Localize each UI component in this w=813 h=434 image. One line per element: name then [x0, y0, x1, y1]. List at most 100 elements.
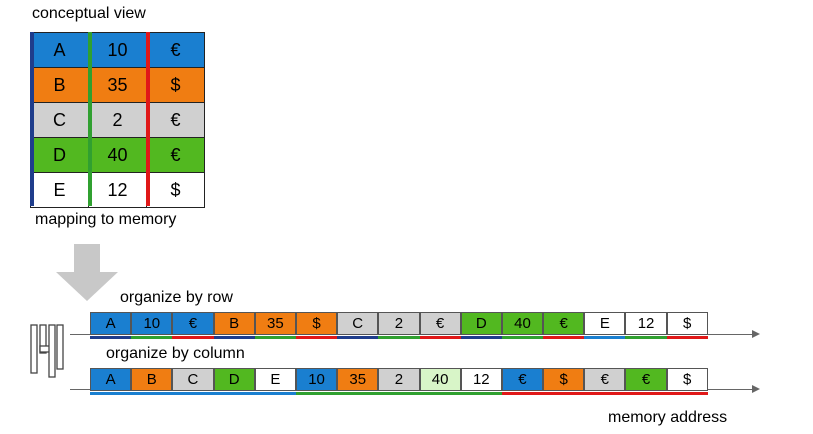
table-cell: € [146, 32, 205, 68]
memory-cell-value: 10 [143, 315, 161, 332]
table-row: E 12 $ [30, 172, 205, 208]
memory-cell: € [172, 312, 214, 339]
memory-cell-underline [584, 336, 626, 339]
memory-cell-value: A [105, 315, 116, 332]
memory-cell-underline [584, 392, 626, 395]
memory-cell: E [254, 368, 296, 395]
table-row: A 10 € [30, 32, 205, 68]
table-cell: E [30, 172, 89, 208]
memory-cell-underline [666, 392, 708, 395]
memory-cell: € [501, 368, 544, 395]
memory-cell: $ [666, 312, 708, 339]
table-cell: 35 [88, 67, 147, 103]
memory-cell: 10 [295, 368, 338, 395]
memory-cell: C [337, 312, 379, 339]
memory-cell: D [460, 312, 502, 339]
memory-cell-underline [337, 392, 379, 395]
memory-cell-value: € [435, 315, 445, 332]
memory-cell-underline [378, 336, 420, 339]
memory-cell-value: D [228, 371, 240, 388]
memory-cell-value: 10 [308, 371, 325, 388]
memory-cell-underline [295, 336, 338, 339]
memory-cell: 40 [501, 312, 544, 339]
memory-address-label: memory address [608, 409, 728, 426]
column-3-line [146, 32, 150, 206]
table-row: B 35 $ [30, 67, 205, 103]
memory-cell: 2 [378, 368, 420, 395]
memory-cell-value: € [600, 371, 610, 388]
mapping-label: mapping to memory [35, 211, 177, 228]
column-2-line [88, 32, 92, 206]
memory-cell: A [90, 312, 132, 339]
memory-cell: C [172, 368, 214, 395]
table-row: C 2 € [30, 102, 205, 138]
organize-by-row-label: organize by row [120, 289, 233, 306]
memory-cell-underline [460, 392, 502, 395]
memory-cell-underline [337, 336, 379, 339]
memory-cell-value: B [229, 315, 240, 332]
table-cell: € [146, 137, 205, 173]
table-cell: € [146, 102, 205, 138]
memory-cell: 35 [254, 312, 296, 339]
memory-cell-underline [172, 336, 214, 339]
memory-cell-underline [254, 336, 296, 339]
memory-cell-value: 40 [431, 371, 449, 388]
memory-cell-underline [378, 392, 420, 395]
memory-cell-underline [501, 392, 544, 395]
memory-cell: 40 [419, 368, 461, 395]
memory-cell-underline [625, 392, 667, 395]
table-cell: B [30, 67, 89, 103]
memory-cell-underline [460, 336, 502, 339]
memory-cell-value: C [187, 371, 199, 388]
memory-cell-underline [419, 392, 461, 395]
memory-cell-value: $ [683, 371, 692, 388]
organize-by-column-label: organize by column [106, 345, 245, 362]
table-cell: 40 [88, 137, 147, 173]
down-arrow-icon [56, 244, 118, 301]
memory-cell: E [584, 312, 626, 339]
memory-cell: $ [295, 312, 338, 339]
memory-cell-value: € [641, 371, 651, 388]
memory-cell-value: 12 [637, 315, 655, 332]
memory-cell-underline [543, 392, 585, 395]
memory-cell-value: B [146, 371, 157, 388]
memory-cell-value: € [559, 315, 568, 332]
memory-cell-underline [131, 336, 173, 339]
memory-cell-value: 40 [514, 315, 531, 332]
memory-cell-underline [666, 336, 708, 339]
memory-cell-underline [501, 336, 544, 339]
memory-cell: 10 [131, 312, 173, 339]
memory-cell-value: 35 [349, 371, 367, 388]
memory-cell-underline [543, 336, 585, 339]
memory-cell-underline [172, 392, 214, 395]
memory-cell-value: 2 [394, 315, 404, 332]
table-cell: $ [146, 172, 205, 208]
memory-cell: 12 [625, 312, 667, 339]
memory-cell-value: € [518, 371, 527, 388]
memory-cell-value: E [599, 315, 610, 332]
memory-cell-value: 12 [472, 371, 490, 388]
table-cell: C [30, 102, 89, 138]
memory-cell: € [625, 368, 667, 395]
table-cell: 10 [88, 32, 147, 68]
column-1-line [30, 32, 34, 206]
memory-cell-underline [213, 336, 255, 339]
memory-cell: B [213, 312, 255, 339]
memory-module-icon [30, 324, 64, 378]
table-cell: A [30, 32, 89, 68]
memory-cell: € [543, 312, 585, 339]
memory-cell-value: A [105, 371, 116, 388]
memory-cell: A [90, 368, 132, 395]
column-layout-strip: A B C D E 10 35 2 40 12 € $ € € $ [90, 368, 708, 395]
memory-cell-value: 2 [394, 371, 404, 388]
memory-cell-value: C [352, 315, 364, 332]
memory-cell-underline [213, 392, 255, 395]
memory-cell: D [213, 368, 255, 395]
memory-cell: B [131, 368, 173, 395]
memory-cell: $ [543, 368, 585, 395]
table-cell: D [30, 137, 89, 173]
conceptual-view-label: conceptual view [32, 5, 146, 22]
memory-cell-value: D [475, 315, 487, 332]
table-row: D 40 € [30, 137, 205, 173]
table-cell: 2 [88, 102, 147, 138]
